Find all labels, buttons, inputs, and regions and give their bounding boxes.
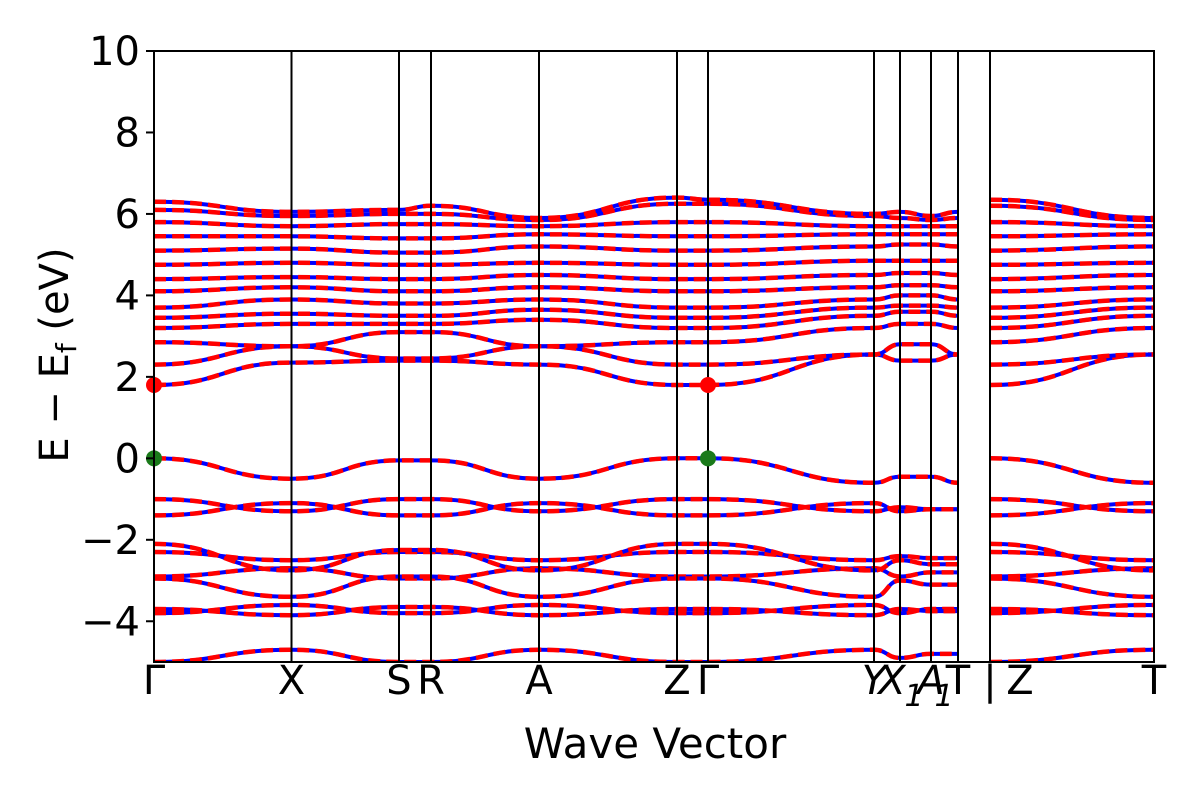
y-tick-label-2: 6 [115, 192, 140, 238]
spin-down-band-18-seg-1 [989, 260, 1154, 268]
spin-down-band-10-seg-1 [989, 352, 1154, 388]
x-tick-label-0: Γ [143, 658, 166, 704]
x-tick-label-6: Γ [697, 658, 720, 704]
spin-down-band-14-seg-1 [989, 305, 1154, 321]
spin-down-band-11-seg-0 [154, 342, 959, 367]
x-tick-label-4: A [525, 658, 553, 704]
kpoint-lines [290, 51, 991, 662]
spin-down-band-0-seg-0 [154, 647, 958, 662]
spin-down-band-4-seg-0 [154, 574, 958, 600]
spin-down-band-19-seg-1 [989, 244, 1154, 253]
x-tick-label-10: A [914, 658, 944, 704]
plot-frame [153, 50, 1155, 663]
spin-down-band-12-seg-0 [154, 321, 959, 349]
spin-down-band-9-seg-1 [989, 456, 1154, 486]
spin-down-band-22-seg-1 [989, 203, 1154, 223]
spin-down-band-21-seg-1 [989, 219, 1154, 229]
y-tick-label-0: 10 [89, 29, 140, 75]
spin-down-band-8-seg-1 [989, 496, 1154, 514]
spin-down-band-20-seg-1 [989, 232, 1154, 239]
spin-down-band-11-seg-1 [989, 352, 1154, 367]
spin-down-band-4-seg-1 [989, 576, 1154, 600]
x-tick-label-1: X [278, 658, 305, 704]
x-axis-label: Wave Vector [524, 719, 787, 768]
axes-box [153, 50, 1155, 663]
y-axis-label-main: E − E [32, 353, 78, 463]
special-point-3 [700, 450, 716, 467]
bands-layer [154, 195, 1154, 662]
y-tick-label-7: −4 [81, 599, 140, 645]
y-tick-label-1: 8 [115, 110, 140, 156]
spin-down-band-12-seg-1 [989, 325, 1154, 345]
x-tick-label-5: Z [663, 658, 690, 704]
y-axis-label: E − Ef (eV) [32, 247, 83, 462]
spin-down-band-16-seg-1 [989, 285, 1154, 294]
spin-down-band-2-seg-1 [989, 606, 1154, 618]
x-tick-label-11: 1 [934, 679, 953, 714]
y-axis-label-group: E − Ef (eV) [32, 247, 83, 462]
y-tick-label-3: 4 [115, 273, 140, 319]
spin-down-band-8-seg-0 [154, 496, 958, 514]
spin-down-band-15-seg-1 [989, 297, 1154, 310]
spin-down-band-6-seg-1 [989, 541, 1154, 573]
y-tick-label-5: 0 [115, 436, 140, 482]
spin-down-band-23-seg-0 [154, 195, 959, 221]
x-tick-label-9: 1 [904, 679, 923, 714]
x-tick-label-13: | [983, 658, 996, 704]
spin-down-band-7-seg-1 [989, 500, 1154, 518]
spin-down-band-13-seg-1 [989, 313, 1154, 331]
x-tick-label-3: R [417, 658, 445, 704]
x-tick-label-12: T [945, 658, 971, 704]
x-tick-label-15: T [1141, 658, 1167, 704]
spin-down-band-17-seg-1 [989, 272, 1154, 282]
y-ticks: 10 8 6 4 2 0 −2 −4 [81, 29, 154, 645]
x-tick-label-8: X [876, 658, 907, 704]
spin-down-band-3-seg-0 [154, 566, 959, 581]
y-tick-label-6: −2 [81, 518, 140, 564]
x-tick-label-7: Y [862, 658, 890, 704]
spin-down-band-23-seg-1 [989, 197, 1154, 221]
y-tick-label-4: 2 [115, 355, 140, 401]
special-point-1 [700, 377, 716, 394]
x-tick-label-2: S [386, 658, 411, 704]
y-axis-label-sub: f [50, 342, 83, 353]
x-tick-label-14: Z [1006, 658, 1033, 704]
spin-down-band-1-seg-1 [989, 602, 1154, 616]
spin-down-band-3-seg-1 [989, 566, 1154, 579]
spin-down-band-10-seg-0 [154, 352, 959, 388]
y-axis-label-unit: (eV) [32, 247, 78, 343]
